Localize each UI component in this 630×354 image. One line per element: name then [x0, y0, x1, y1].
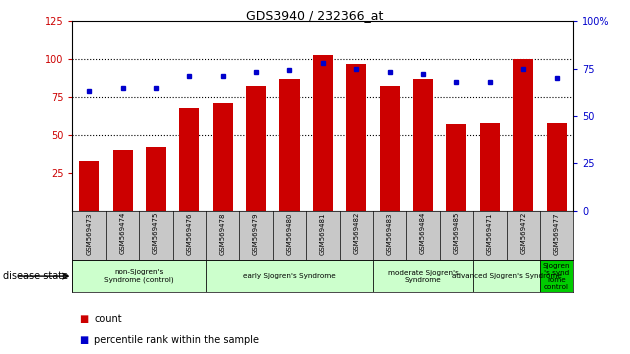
Text: percentile rank within the sample: percentile rank within the sample	[94, 335, 260, 345]
Bar	[413, 79, 433, 211]
Text: GSM569480: GSM569480	[287, 212, 292, 255]
Bar	[447, 124, 466, 211]
Text: disease state: disease state	[3, 271, 68, 281]
Text: GSM569484: GSM569484	[420, 212, 426, 255]
Text: GSM569479: GSM569479	[253, 212, 259, 255]
Text: ■: ■	[79, 314, 88, 324]
Text: GSM569474: GSM569474	[120, 212, 125, 255]
Bar	[79, 161, 99, 211]
Text: GSM569475: GSM569475	[153, 212, 159, 255]
Text: GDS3940 / 232366_at: GDS3940 / 232366_at	[246, 9, 384, 22]
Bar	[213, 103, 232, 211]
Text: GSM569476: GSM569476	[186, 212, 192, 255]
Text: moderate Sjogren's
Syndrome: moderate Sjogren's Syndrome	[387, 270, 459, 282]
Text: non-Sjogren's
Syndrome (control): non-Sjogren's Syndrome (control)	[105, 269, 174, 283]
Text: ■: ■	[79, 335, 88, 345]
Bar	[246, 86, 266, 211]
Text: count: count	[94, 314, 122, 324]
Bar	[146, 147, 166, 211]
Text: GSM569481: GSM569481	[320, 212, 326, 255]
Text: GSM569473: GSM569473	[86, 212, 92, 255]
Text: GSM569471: GSM569471	[487, 212, 493, 255]
Text: advanced Sjogren's Syndrome: advanced Sjogren's Syndrome	[452, 273, 561, 279]
Bar	[480, 123, 500, 211]
Text: GSM569483: GSM569483	[387, 212, 392, 255]
Text: GSM569485: GSM569485	[454, 212, 459, 255]
Text: GSM569472: GSM569472	[520, 212, 526, 255]
Bar	[380, 86, 399, 211]
Bar	[373, 260, 473, 292]
Bar	[313, 55, 333, 211]
Text: GSM569477: GSM569477	[554, 212, 559, 255]
Bar	[513, 59, 533, 211]
Text: Sjogren
's synd
rome
control: Sjogren 's synd rome control	[543, 263, 570, 290]
Bar	[180, 108, 199, 211]
Bar	[113, 150, 132, 211]
Bar	[72, 260, 206, 292]
Text: early Sjogren's Syndrome: early Sjogren's Syndrome	[243, 273, 336, 279]
Bar	[473, 260, 540, 292]
Text: GSM569478: GSM569478	[220, 212, 226, 255]
Bar	[280, 79, 299, 211]
Bar	[346, 64, 366, 211]
Bar	[547, 123, 566, 211]
Text: GSM569482: GSM569482	[353, 212, 359, 255]
Bar	[206, 260, 373, 292]
Bar	[540, 260, 573, 292]
